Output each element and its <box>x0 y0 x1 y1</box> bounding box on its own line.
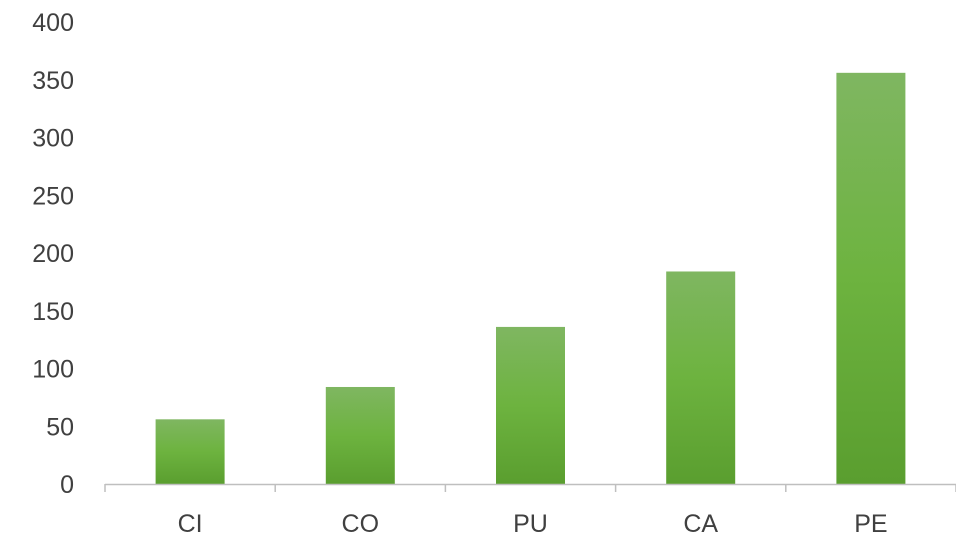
y-tick-label: 300 <box>32 125 74 153</box>
y-tick-label: 0 <box>60 471 74 499</box>
x-tick-label: PE <box>854 510 887 537</box>
y-tick-label: 200 <box>32 240 74 268</box>
y-tick-label: 350 <box>32 67 74 95</box>
bar-ca <box>666 271 736 484</box>
x-tick-label: CA <box>683 510 718 537</box>
y-tick-label: 400 <box>32 9 74 37</box>
bar-pe <box>836 72 906 484</box>
y-tick-label: 150 <box>32 298 74 326</box>
x-tick-label: CO <box>342 510 380 537</box>
y-tick-label: 50 <box>46 413 74 441</box>
x-axis <box>104 483 956 492</box>
bar-ci <box>155 419 225 484</box>
x-tick-label: CI <box>178 510 203 537</box>
y-tick-label: 250 <box>32 182 74 210</box>
bar-series <box>155 72 906 484</box>
y-tick-label: 100 <box>32 356 74 384</box>
bar-co <box>325 386 395 484</box>
bar-pu <box>496 326 565 484</box>
x-axis-tick-labels: CI CO PU CA PE <box>178 510 888 538</box>
x-tick-label: PU <box>513 510 548 537</box>
y-axis-tick-labels: 0 50 100 150 200 250 300 350 400 <box>32 9 74 499</box>
